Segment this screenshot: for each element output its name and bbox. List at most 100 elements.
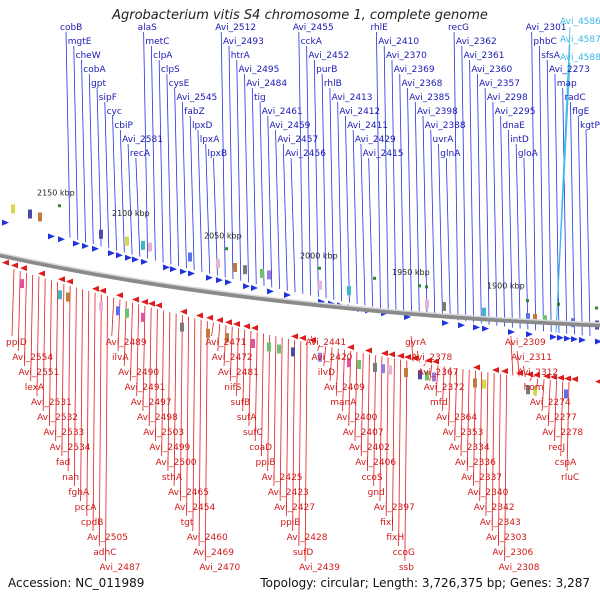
forward-gene-label: Avi_2461 [262,107,303,117]
forward-gene-arrow [206,274,213,281]
forward-gene-label: cobA [83,65,106,75]
forward-gene-label: cyc [107,107,122,117]
forward-leader-line [515,143,521,329]
marker-dot [595,306,598,310]
feature-block [473,378,477,388]
reverse-gene-label: fghA [68,488,90,498]
reverse-leader-line [173,313,177,487]
reverse-leader-line [304,342,308,562]
feature-block [347,358,351,368]
reverse-gene-arrow [516,370,523,377]
reverse-leader-line [155,309,158,442]
reverse-leader-line [73,287,77,487]
reverse-leader-line [167,312,171,472]
reverse-gene-label: ccoS [361,473,382,483]
feature-block [11,204,15,214]
forward-gene-label: Avi_2298 [487,93,528,103]
reverse-gene-label: Avi_2465 [168,488,209,498]
reverse-leader-line [30,274,34,382]
feature-block [526,313,530,323]
feature-block [432,372,436,382]
forward-gene-arrow [125,254,132,261]
reverse-leader-line [61,283,65,457]
feature-block [180,322,184,332]
forward-gene-label: map [557,79,577,89]
feature-block [373,362,377,372]
reverse-gene-arrow [216,317,223,324]
forward-gene-arrow [73,240,80,247]
feature-block [243,265,247,275]
forward-gene-label: Avi_2361 [464,51,505,61]
reverse-leader-line [179,315,183,502]
forward-gene-arrow [557,334,564,341]
highlight-gene-label: Avi_4586 [560,17,600,27]
reverse-gene-label: Avi_2337 [461,473,502,483]
forward-leader-line [313,59,319,297]
forward-leader-line [337,101,343,302]
reverse-gene-label: Avi_2334 [449,443,490,453]
forward-gene-label: sfsA [541,51,561,61]
forward-gene-label: kgtP [580,121,600,131]
reverse-gene-label: Avi_2372 [424,383,465,393]
reverse-leader-line [504,374,508,562]
reverse-leader-line [292,340,296,532]
forward-gene-label: lpxD [192,121,213,131]
reverse-gene-label: Avi_2303 [486,533,527,543]
reverse-gene-arrow [291,333,298,340]
forward-leader-line [368,157,374,307]
reverse-leader-line [55,282,59,442]
reverse-gene-label: ppiB [255,458,275,468]
reverse-leader-line [80,289,83,502]
reverse-leader-line [498,374,501,547]
reverse-leader-line [142,305,146,412]
reverse-leader-line [236,328,239,397]
reverse-gene-label: Avi_2469 [193,548,234,558]
reverse-leader-line [491,373,495,532]
reverse-gene-label: Avi_2554 [12,353,53,363]
feature-block [58,290,62,300]
reverse-leader-line [279,337,283,502]
forward-leader-line [430,129,436,317]
forward-leader-line [414,101,420,315]
reverse-gene-label: Avi_2471 [206,338,247,348]
forward-gene-label: Avi_2369 [394,65,435,75]
forward-gene-label: glnA [440,149,461,159]
forward-gene-label: Avi_2385 [409,93,450,103]
feature-block [206,328,210,338]
reverse-gene-arrow [132,296,139,303]
forward-leader-line [127,143,133,255]
reverse-gene-label: Avi_2441 [305,338,346,348]
feature-block [99,229,103,239]
forward-leader-line [399,73,405,313]
forward-gene-arrow [284,291,291,298]
reverse-gene-label: coaD [249,443,272,453]
forward-leader-line [166,73,172,265]
forward-gene-arrow [170,266,177,273]
accession: Accession: NC_011989 [8,576,145,590]
forward-leader-line [461,45,467,322]
reverse-gene-label: lexA [25,383,45,393]
reverse-leader-line [560,381,564,457]
reverse-leader-line [367,354,370,472]
forward-gene-label: htrA [231,51,251,61]
forward-gene-label: Avi_2357 [479,79,520,89]
reverse-leader-line [547,379,551,427]
forward-leader-line [507,129,513,328]
feature-block [318,352,322,362]
forward-leader-line [282,143,288,291]
forward-leader-line [484,87,490,325]
forward-gene-label: Avi_2429 [355,135,396,145]
forward-leader-line [306,45,311,296]
reverse-gene-label: tgt [181,518,194,528]
reverse-gene-label: Avi_2470 [199,563,240,573]
forward-leader-line [220,31,226,278]
reverse-leader-line [217,323,221,352]
reverse-gene-arrow [550,373,557,380]
reverse-gene-label: Avi_2472 [212,353,253,363]
forward-leader-line [135,157,141,257]
feature-block [116,306,120,316]
reverse-gene-label: ilvA [112,353,129,363]
reverse-gene-arrow [543,373,550,380]
reverse-gene-arrow [206,314,213,321]
